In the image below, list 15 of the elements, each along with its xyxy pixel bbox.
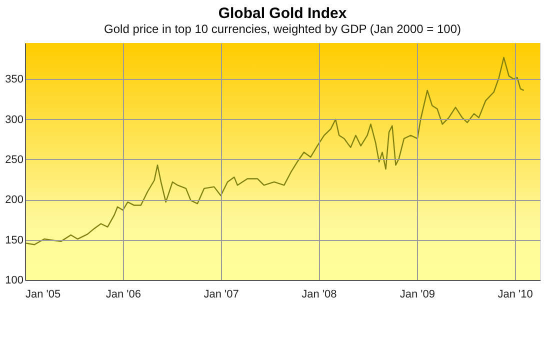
y-tick-label: 300: [5, 114, 24, 126]
chart-title: Global Gold Index: [218, 5, 348, 22]
line-series: [24, 56, 525, 246]
chart-subtitle: Gold price in top 10 currencies, weighted by GDP (Jan 2000 = 100): [104, 22, 461, 36]
x-tick-label: Jan '07: [204, 288, 239, 300]
x-tick-label: Jan '08: [302, 288, 337, 300]
x-tick-label: Jan '10: [498, 288, 533, 300]
y-tick-label: 250: [5, 154, 24, 166]
y-tick-label: 150: [5, 234, 24, 246]
y-tick-label: 200: [5, 194, 24, 206]
x-tick-label: Jan '05: [26, 288, 61, 300]
x-tick-label: Jan '06: [106, 288, 141, 300]
x-tick-label: Jan '09: [400, 288, 435, 300]
y-tick-label: 350: [5, 74, 24, 86]
y-tick-label: 100: [5, 274, 24, 286]
